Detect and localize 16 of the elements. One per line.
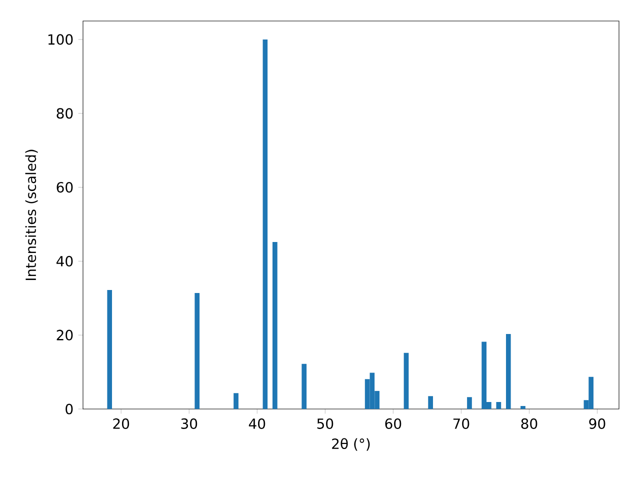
- y-tick-label: 60: [56, 182, 73, 193]
- y-tick-label: 20: [56, 330, 73, 340]
- y-tick-label: 100: [48, 34, 73, 45]
- x-tick-label: 50: [317, 418, 334, 429]
- x-tick-label: 70: [453, 418, 470, 429]
- x-axis-title: 2θ (°): [332, 438, 370, 451]
- x-tick-label: 30: [181, 418, 198, 429]
- y-tick-label: 40: [56, 256, 73, 266]
- y-tick-label: 0: [66, 404, 73, 414]
- x-tick-label: 90: [589, 418, 606, 429]
- x-tick-label: 80: [521, 418, 538, 429]
- x-tick-label: 20: [113, 418, 130, 429]
- x-tick-label: 40: [248, 418, 266, 429]
- y-axis-title: Intensities (scaled): [25, 150, 38, 280]
- y-tick-label: 80: [56, 108, 73, 119]
- x-tick-label: 60: [385, 418, 402, 429]
